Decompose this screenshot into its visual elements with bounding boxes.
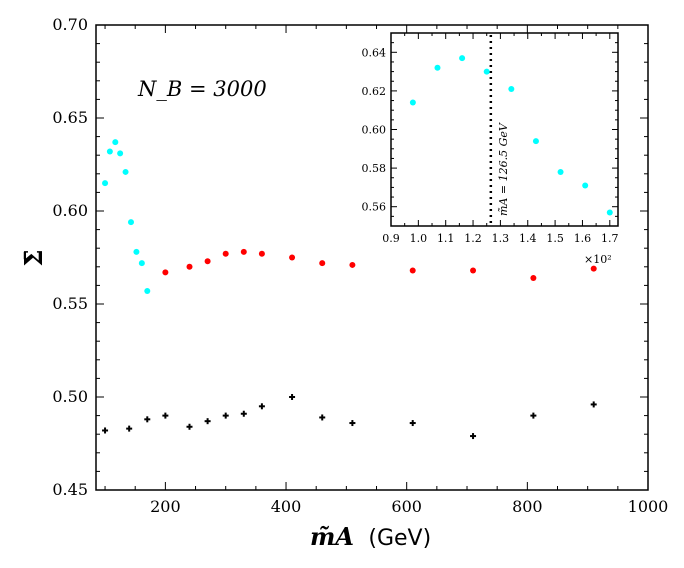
point-red: [590, 265, 597, 272]
x-axis-title: m̃A (GeV): [310, 522, 431, 551]
point-black: [319, 414, 326, 421]
inset-x-tick-label: 1.7: [601, 232, 619, 245]
main-plot-frame: [95, 24, 649, 491]
point-black: [409, 420, 416, 427]
inset-point-cyan: [409, 99, 416, 106]
inset-background: [391, 33, 618, 226]
point-cyan: [144, 287, 151, 294]
point-black: [530, 412, 537, 419]
y-tick-label: 0.55: [52, 294, 88, 313]
point-black: [289, 394, 296, 400]
point-cyan: [112, 139, 119, 146]
inset-point-cyan: [606, 209, 613, 216]
point-cyan: [122, 168, 129, 175]
point-red: [349, 261, 356, 268]
point-red: [204, 258, 211, 265]
point-red: [319, 260, 326, 267]
inset-x-tick-label: 1.6: [574, 232, 592, 245]
inset-y-tick-label: 0.56: [362, 201, 387, 214]
inset-x-tick-label: 1.3: [492, 232, 510, 245]
x-tick-label: 800: [512, 497, 543, 516]
point-red: [409, 267, 416, 274]
point-cyan: [102, 180, 109, 187]
main-tick-labels: 200 400 600 800 1000 0.45 0.50 0.55 0.60 0.65 0.70: [52, 15, 668, 516]
inset-y-tick-label: 0.64: [362, 46, 387, 59]
x-tick-label: 1000: [628, 497, 669, 516]
annotation-nb: N_B = 3000: [137, 77, 267, 101]
point-cyan: [138, 260, 145, 267]
inset-x-tick-label: 1.2: [464, 232, 482, 245]
inset-point-cyan: [483, 68, 490, 75]
inset-x-scale-label: ×10²: [584, 253, 612, 266]
inset-point-cyan: [582, 182, 589, 189]
inset-x-tick-label: 1.0: [410, 232, 428, 245]
main-ticks: [96, 24, 649, 491]
inset-x-tick-label: 1.4: [519, 232, 537, 245]
point-black: [126, 425, 133, 432]
y-axis-title: Σ̄: [19, 250, 48, 267]
inset-ticks: [390, 32, 618, 227]
point-black: [590, 401, 597, 408]
inset-point-cyan: [557, 168, 564, 175]
point-black: [144, 416, 151, 423]
point-black: [349, 420, 356, 427]
x-axis-symbol: m̃A: [310, 522, 354, 551]
inset-point-cyan: [434, 64, 441, 71]
point-black: [186, 423, 193, 430]
point-black: [240, 410, 247, 417]
point-black: [222, 412, 229, 419]
point-cyan: [133, 248, 140, 255]
point-red: [222, 250, 229, 257]
inset-tick-labels: 0.9 1.0 1.1 1.2 1.3 1.4 1.5 1.6 1.7 0.56 0.58 0.60 0…: [362, 46, 619, 245]
point-black: [162, 412, 169, 419]
inset-points: [409, 55, 613, 216]
y-tick-label: 0.50: [52, 387, 88, 406]
point-red: [162, 269, 169, 276]
inset-point-cyan: [508, 85, 515, 92]
inset-x-tick-label: 0.9: [382, 232, 400, 245]
inset-x-tick-label: 1.5: [546, 232, 564, 245]
point-red: [470, 267, 477, 274]
y-tick-label: 0.65: [52, 108, 88, 127]
inset-vline-label: m̃A = 126.5 GeV: [497, 122, 510, 216]
point-red: [530, 274, 537, 281]
point-cyan: [117, 150, 124, 157]
x-tick-label: 200: [150, 497, 181, 516]
inset-x-tick-label: 1.1: [437, 232, 455, 245]
y-tick-label: 0.45: [52, 480, 88, 499]
point-red: [289, 254, 296, 261]
point-red: [240, 248, 247, 255]
point-black: [102, 427, 109, 434]
point-black: [470, 433, 477, 440]
inset-point-cyan: [459, 55, 466, 62]
point-red: [186, 263, 193, 270]
inset-y-tick-label: 0.62: [362, 85, 387, 98]
point-cyan: [106, 148, 113, 155]
x-axis-unit: (GeV): [368, 526, 431, 551]
point-red: [258, 250, 265, 257]
inset-y-tick-label: 0.58: [362, 162, 387, 175]
y-tick-label: 0.60: [52, 201, 88, 220]
point-cyan: [127, 219, 134, 226]
point-black: [204, 418, 211, 425]
main-points: [102, 139, 597, 440]
x-tick-label: 400: [271, 497, 302, 516]
x-tick-label: 600: [391, 497, 422, 516]
point-black: [258, 403, 265, 410]
inset-y-tick-label: 0.60: [362, 124, 387, 137]
y-tick-label: 0.70: [52, 15, 88, 34]
inset-point-cyan: [532, 138, 539, 145]
